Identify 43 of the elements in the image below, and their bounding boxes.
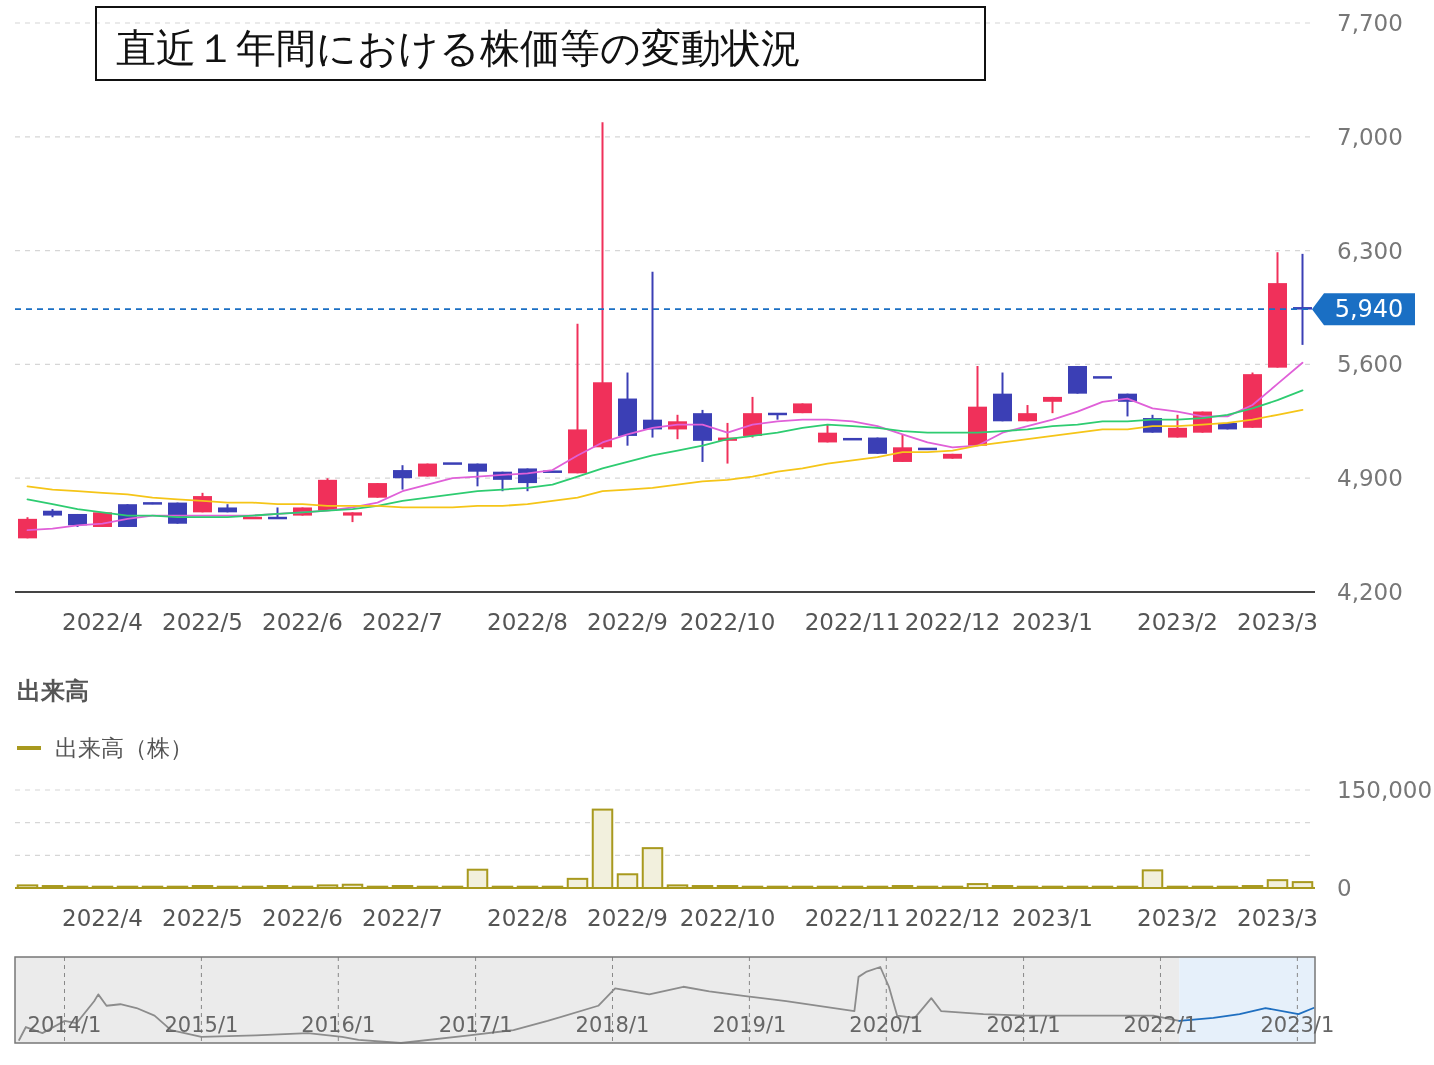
- ref-label: 5,940: [1334, 295, 1404, 324]
- xtick: 2023/1: [1012, 609, 1093, 635]
- xtick: 2022/1: [1123, 1013, 1198, 1037]
- xtick: 2022/8: [487, 905, 568, 931]
- xtick: 2022/11: [804, 905, 901, 931]
- xtick: 2022/6: [262, 905, 343, 931]
- xtick: 2023/3: [1237, 905, 1318, 931]
- xtick: 2021/1: [986, 1013, 1061, 1037]
- ytick: 6,300: [1337, 237, 1403, 264]
- xtick: 2022/6: [262, 609, 343, 635]
- xtick: 2023/1: [1012, 905, 1093, 931]
- ytick: 5,600: [1337, 351, 1403, 378]
- ytick: 4,900: [1337, 465, 1403, 492]
- xtick: 2022/9: [587, 609, 668, 635]
- xtick: 2022/7: [362, 905, 443, 931]
- xtick: 2023/2: [1137, 905, 1218, 931]
- xtick: 2022/10: [679, 905, 776, 931]
- xtick: 2022/4: [62, 905, 143, 931]
- xtick: 2020/1: [849, 1013, 924, 1037]
- xtick: 2022/8: [487, 609, 568, 635]
- ytick: 7,000: [1337, 123, 1403, 150]
- xtick: 2018/1: [575, 1013, 650, 1037]
- xtick: 2022/9: [587, 905, 668, 931]
- xtick: 2022/5: [162, 609, 243, 635]
- xtick: 2022/12: [904, 609, 1001, 635]
- legend-label: 出来高（株）: [55, 735, 193, 761]
- xtick: 2017/1: [438, 1013, 513, 1037]
- title: 出来高: [17, 677, 89, 705]
- xtick: 2022/5: [162, 905, 243, 931]
- xtick: 2016/1: [301, 1013, 376, 1037]
- xtick: 2023/2: [1137, 609, 1218, 635]
- title: 直近１年間における株価等の変動状況: [116, 25, 801, 71]
- xtick: 2022/7: [362, 609, 443, 635]
- ytick: 4,200: [1337, 579, 1403, 605]
- xtick: 2022/12: [904, 905, 1001, 931]
- xtick: 2019/1: [712, 1013, 787, 1037]
- xtick: 2022/4: [62, 609, 143, 635]
- ytick: 0: [1337, 875, 1352, 901]
- xtick: 2023/3: [1237, 609, 1318, 635]
- ytick: 7,700: [1337, 10, 1403, 36]
- ytick: 150,000: [1337, 777, 1433, 803]
- xtick: 2022/10: [679, 609, 776, 635]
- xtick: 2022/11: [804, 609, 901, 635]
